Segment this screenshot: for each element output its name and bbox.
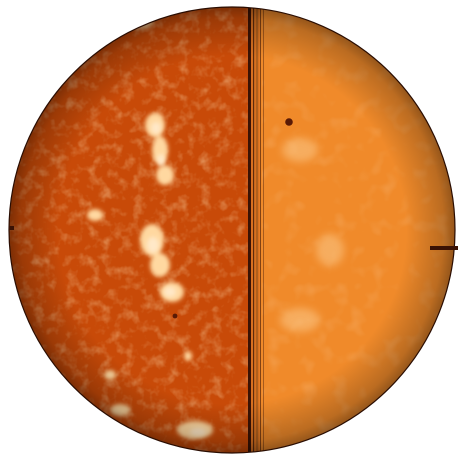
tick-mark-right [430, 246, 458, 250]
limb-darkening [9, 7, 455, 453]
tick-mark-left [9, 226, 14, 230]
